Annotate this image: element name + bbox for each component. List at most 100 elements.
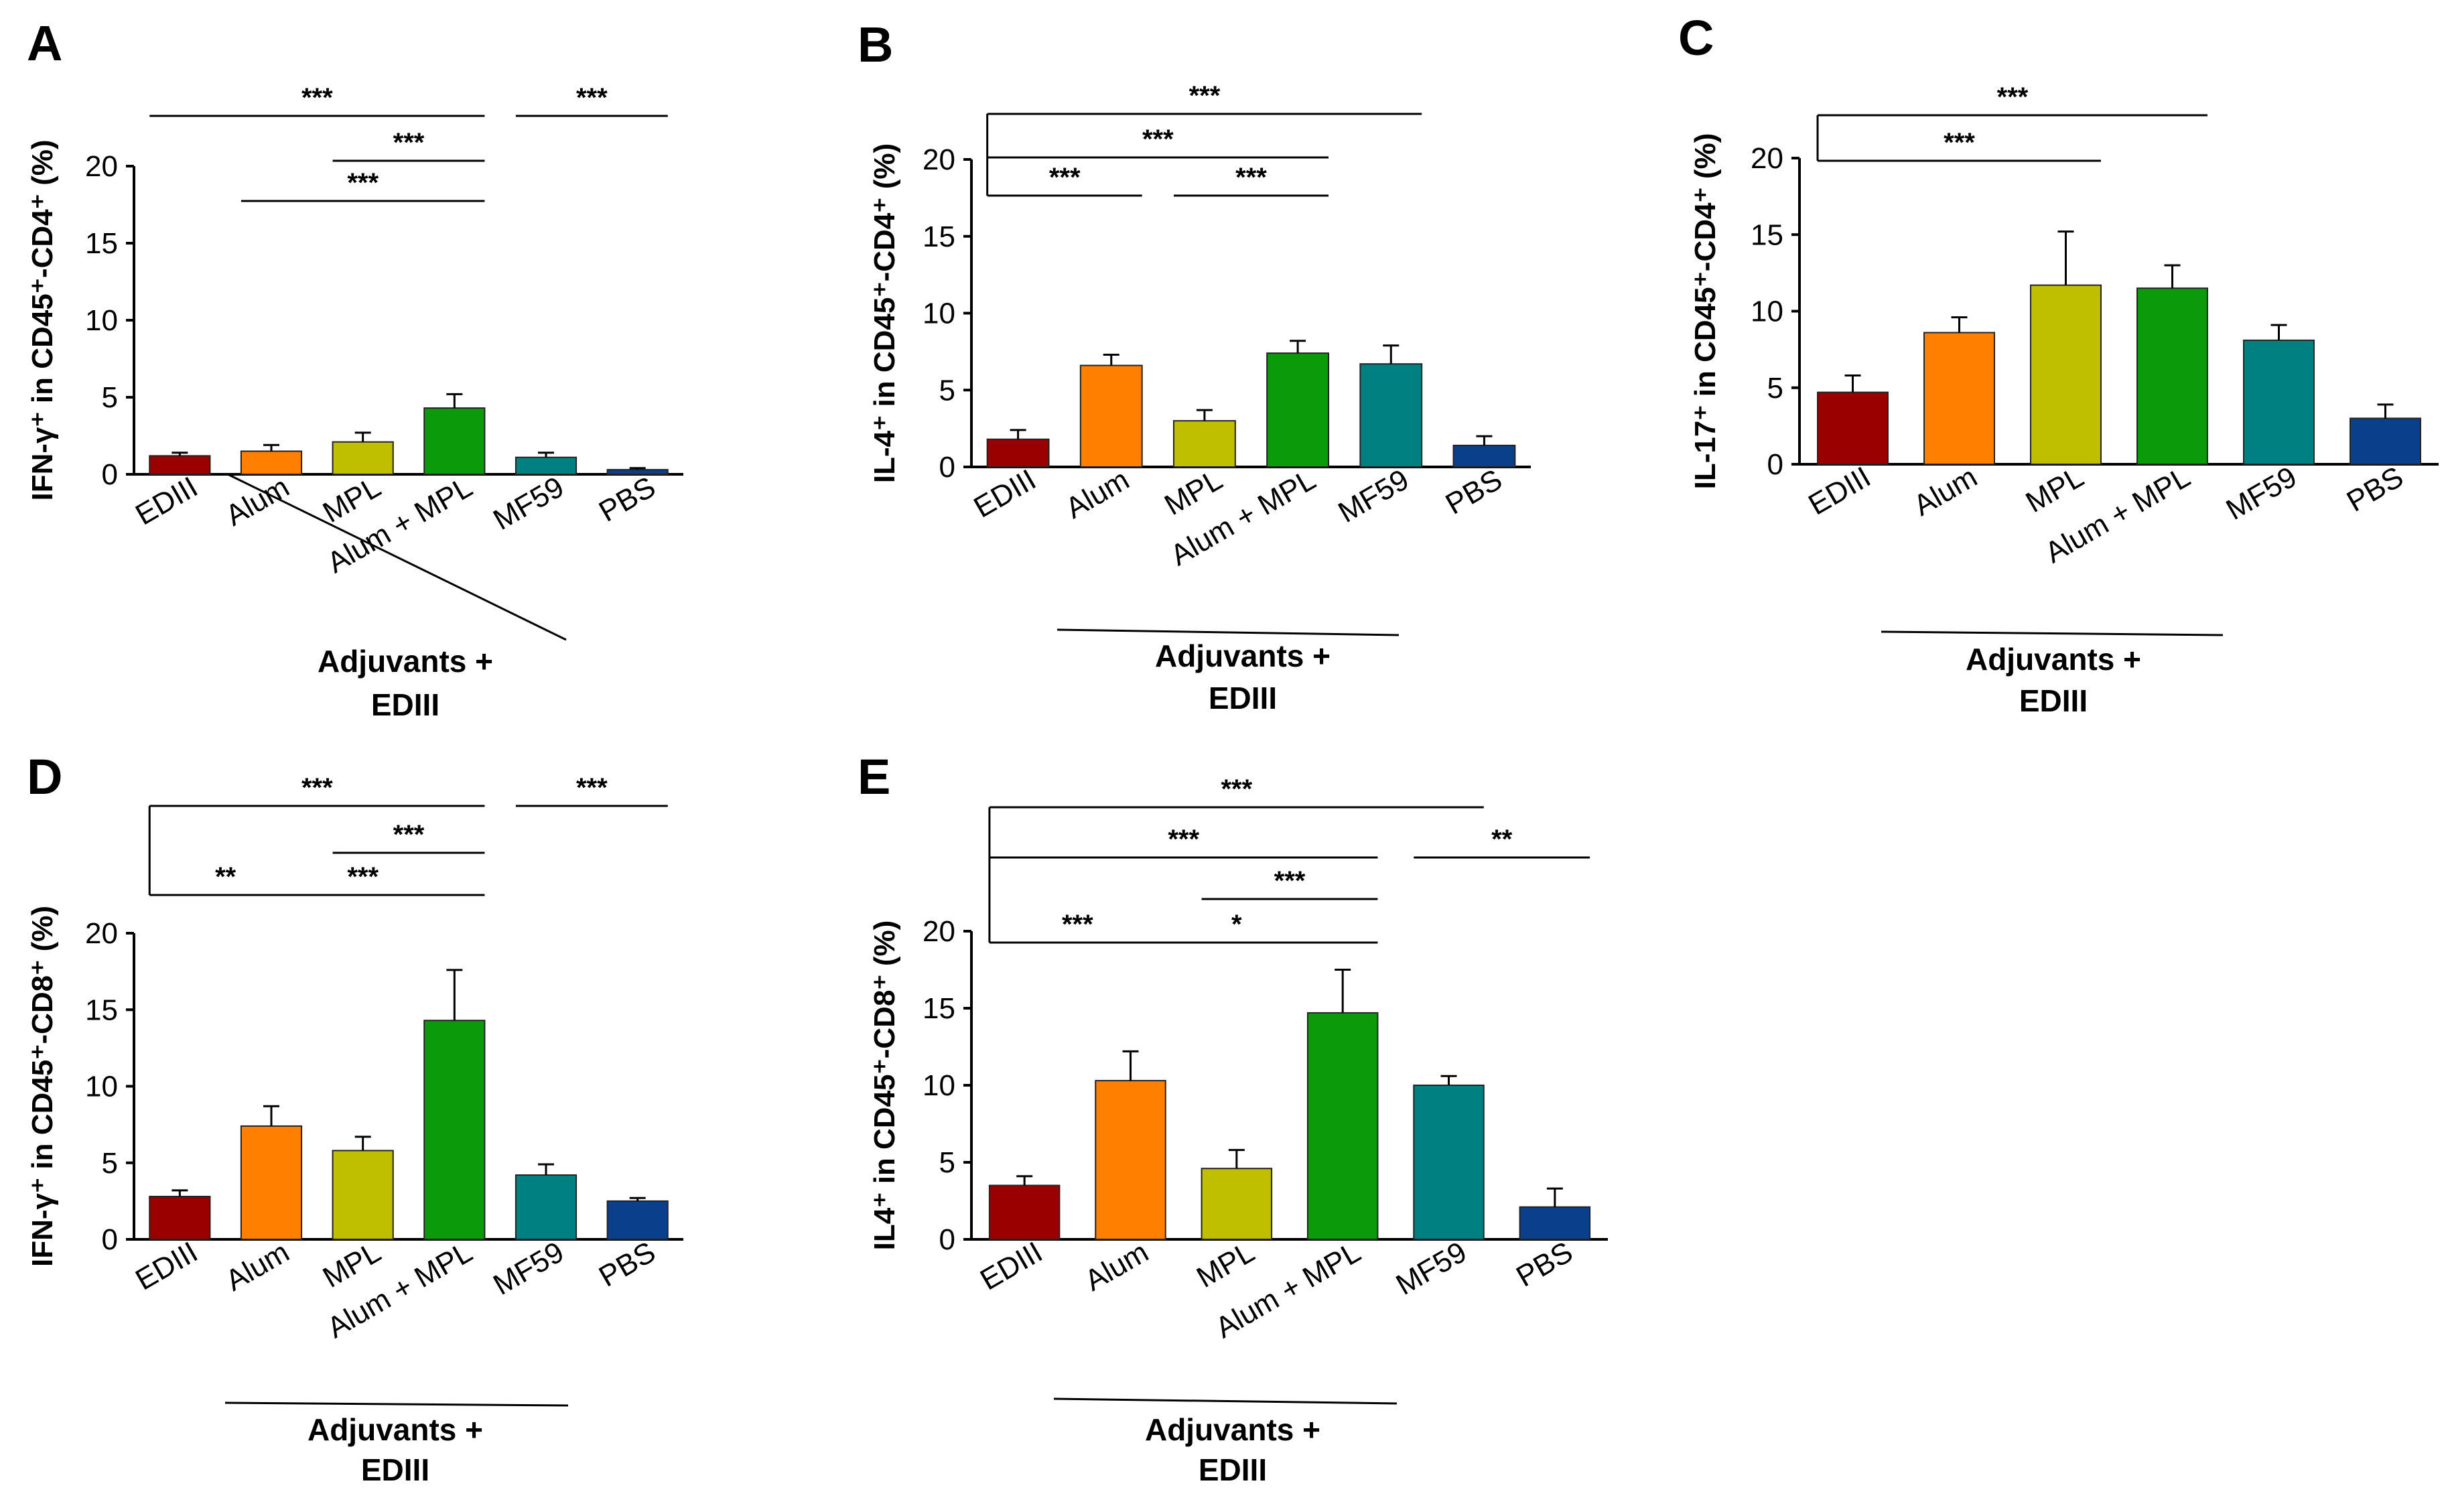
significance-label: ***	[1142, 125, 1174, 154]
y-tick-label: 5	[939, 374, 955, 407]
bar-mpl	[1201, 1168, 1273, 1240]
bar-mpl	[332, 1150, 394, 1240]
bar-mf59	[1413, 1085, 1485, 1240]
y-axis-label: IFN-γ⁺ in CD45⁺-CD8⁺ (%)	[26, 906, 59, 1267]
group-underline	[1057, 628, 1400, 636]
group-label-line1: Adjuvants +	[1966, 642, 2141, 677]
y-tick-label: 10	[923, 1069, 955, 1102]
y-tick-label: 0	[1767, 448, 1783, 481]
x-tick-label: Alum	[1908, 460, 1982, 523]
panel-letter: D	[27, 749, 62, 805]
x-tick-label: Alum	[1079, 1235, 1154, 1298]
y-tick-label: 5	[1767, 372, 1783, 405]
bar-mpl	[2030, 284, 2102, 465]
x-tick-label: Alum	[220, 1235, 295, 1298]
y-tick-label: 10	[1751, 295, 1783, 328]
significance-label: ***	[1168, 825, 1199, 854]
y-tick-label: 15	[85, 227, 118, 260]
significance-label: ***	[1189, 81, 1221, 111]
y-axis-label: IL-17⁺ in CD45⁺-CD4⁺ (%)	[1689, 133, 1722, 490]
group-label-line1: Adjuvants +	[1155, 638, 1331, 673]
bar-mf59	[515, 1174, 577, 1241]
panel-letter: A	[27, 15, 62, 71]
x-tick-label: MF59	[2221, 460, 2303, 527]
y-tick-label: 10	[923, 297, 955, 330]
x-tick-label: MF59	[1391, 1235, 1473, 1302]
chart-panel-b: B 0 5 10 15 20 IL-4⁺ in CD45⁺-CD4⁺ (%) EDIII Alu…	[858, 17, 1531, 715]
significance-label: ***	[1274, 866, 1306, 896]
y-tick-label: 10	[85, 304, 118, 337]
group-label-line2: EDIII	[1209, 681, 1277, 715]
x-tick-label: PBS	[594, 470, 661, 528]
chart-panel-c: C 0 5 10 15 20 IL-17⁺ in CD45⁺-CD4⁺ (%) EDIII Al…	[1678, 10, 2439, 718]
bar-alum	[240, 450, 303, 475]
bar-alum-mpl	[1306, 1012, 1379, 1241]
group-underline	[227, 473, 567, 641]
y-tick-label: 0	[102, 458, 118, 491]
bar-alum-mpl	[423, 1020, 486, 1240]
panel-letter: B	[858, 17, 893, 72]
y-tick-label: 0	[102, 1223, 118, 1256]
bar-pbs	[2350, 417, 2421, 466]
bar-alum	[1923, 332, 1995, 465]
y-tick-label: 5	[102, 381, 118, 414]
bar-mpl	[332, 441, 394, 476]
significance-label: ***	[393, 820, 425, 849]
significance-label: **	[1491, 825, 1513, 854]
bar-ediii	[1817, 391, 1889, 465]
bar-alum-mpl	[423, 407, 486, 475]
group-label-line2: EDIII	[2019, 683, 2088, 718]
x-tick-label: MF59	[1333, 463, 1414, 529]
bar-mf59	[2243, 339, 2315, 466]
bar-pbs	[606, 1200, 669, 1240]
group-underline	[1053, 1397, 1398, 1405]
group-label-line1: Adjuvants +	[308, 1412, 483, 1447]
significance-label: ***	[301, 773, 333, 803]
significance-label: ***	[393, 128, 425, 157]
bar-alum-mpl	[2136, 287, 2208, 465]
group-label-line1: Adjuvants +	[318, 644, 493, 679]
significance-label: ***	[301, 83, 333, 113]
group-label-line1: Adjuvants +	[1145, 1412, 1320, 1447]
bar-pbs	[1452, 444, 1516, 468]
bar-alum-mpl	[1266, 352, 1330, 468]
group-underline	[1881, 630, 2224, 636]
bar-alum	[240, 1125, 303, 1241]
x-tick-label: MF59	[488, 470, 569, 537]
bar-alum	[1079, 364, 1143, 468]
y-tick-label: 20	[85, 150, 118, 183]
significance-label: ***	[576, 773, 608, 803]
bar-mpl	[1172, 420, 1236, 468]
significance-label: ***	[347, 862, 379, 892]
significance-label: ***	[1997, 82, 2029, 112]
significance-label: **	[215, 862, 236, 892]
panel-letter: E	[858, 749, 890, 805]
bar-pbs	[606, 469, 669, 475]
x-tick-label: Alum	[1060, 463, 1134, 525]
x-tick-label: EDIII	[968, 463, 1041, 524]
x-tick-label: EDIII	[1803, 460, 1876, 521]
significance-label: ***	[1221, 774, 1252, 804]
panel-letter: C	[1678, 10, 1714, 66]
x-tick-label: PBS	[1511, 1235, 1578, 1293]
x-tick-label: MPL	[1191, 1235, 1260, 1294]
y-tick-label: 5	[939, 1146, 955, 1179]
bar-alum	[1095, 1080, 1166, 1240]
y-tick-label: 0	[939, 451, 955, 484]
bar-ediii	[149, 1196, 211, 1241]
group-label-line2: EDIII	[361, 1452, 429, 1487]
bar-ediii	[986, 438, 1050, 468]
significance-label: ***	[1235, 163, 1267, 192]
x-tick-label: EDIII	[130, 1235, 203, 1296]
significance-label: ***	[576, 83, 608, 113]
y-tick-label: 20	[923, 915, 955, 948]
y-axis-label: IL4⁺ in CD45⁺-CD8⁺ (%)	[868, 920, 901, 1251]
group-label-line2: EDIII	[371, 687, 439, 722]
bar-ediii	[988, 1184, 1061, 1240]
significance-label: ***	[1049, 163, 1081, 192]
chart-panel-d: D 0 5 10 15 20 IFN-γ⁺ in CD45⁺-CD8⁺ (%) EDIII Al…	[26, 749, 683, 1487]
bar-mf59	[515, 456, 577, 476]
x-tick-label: MPL	[2021, 460, 2090, 519]
